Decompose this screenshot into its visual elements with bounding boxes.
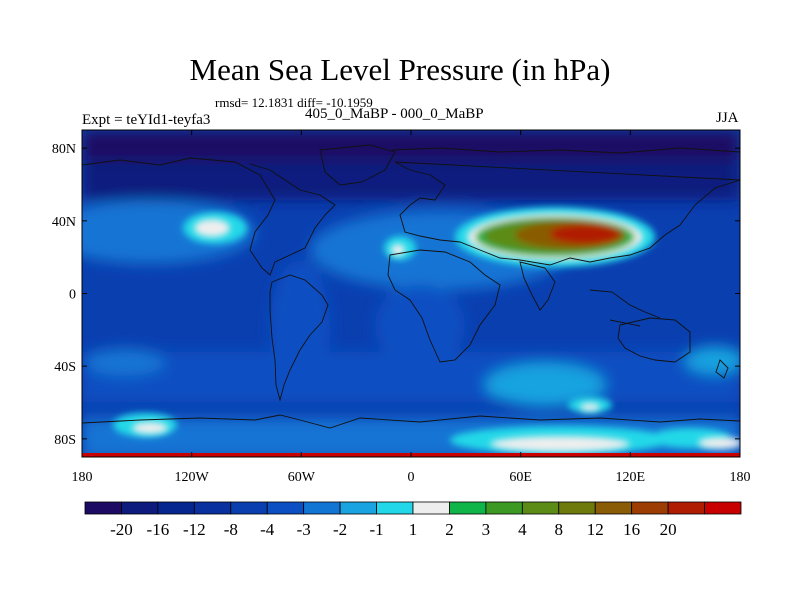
colorbar-label: -8 xyxy=(224,520,238,539)
asian-high-peak xyxy=(550,224,620,244)
colorbar: -20 -16 -12 -8 -4 -3 -2 -1 1 2 3 4 8 12 16 20 xyxy=(84,501,742,539)
southern-core xyxy=(580,403,600,411)
colorbar-swatch xyxy=(412,501,450,515)
india-outline xyxy=(519,261,556,311)
colorbar-swatch xyxy=(266,501,305,515)
colorbar-label: 20 xyxy=(660,520,677,539)
antarctic-core xyxy=(490,436,630,452)
colorbar-label: 2 xyxy=(445,520,454,539)
colorbar-label: 1 xyxy=(409,520,418,539)
south-pacific-band xyxy=(85,348,165,376)
x-tick-label: 180 xyxy=(730,470,751,485)
season-label: JJA xyxy=(716,110,739,126)
greenland-outline xyxy=(319,144,396,186)
y-tick-label: 40S xyxy=(54,360,76,375)
colorbar-swatch xyxy=(667,501,705,515)
period-label: 405_0_MaBP - 000_0_MaBP xyxy=(305,106,484,122)
colorbar-swatch xyxy=(339,501,377,515)
new-zealand-outline xyxy=(715,359,729,379)
colorbar-swatch xyxy=(704,501,742,515)
eurasia-outline xyxy=(391,147,740,266)
africa-patch xyxy=(375,285,465,365)
tasman-patch xyxy=(685,346,740,374)
colorbar-swatch xyxy=(558,501,596,515)
colorbar-swatch xyxy=(84,501,122,515)
x-tick-label: 120E xyxy=(616,470,646,485)
arctic-low-edge xyxy=(82,160,740,200)
colorbar-label: -16 xyxy=(147,520,170,539)
colorbar-swatch xyxy=(121,501,159,515)
x-tick-label: 180 xyxy=(72,470,93,485)
colorbar-label: 12 xyxy=(587,520,604,539)
antarctic-core-east xyxy=(698,437,740,449)
colorbar-swatch xyxy=(594,501,633,515)
x-tick-label: 0 xyxy=(408,470,415,485)
pacific-high-core xyxy=(194,219,230,237)
colorbar-swatch xyxy=(303,501,341,515)
south-america-outline xyxy=(269,274,329,402)
colorbar-label: 16 xyxy=(623,520,640,539)
y-tick-label: 80S xyxy=(54,433,76,448)
colorbar-label: -3 xyxy=(297,520,311,539)
africa-outline xyxy=(387,249,501,363)
x-tick-label: 120W xyxy=(175,470,210,485)
colorbar-swatch xyxy=(485,501,523,515)
south-pacific-core xyxy=(132,422,168,434)
colorbar-swatch xyxy=(157,501,195,515)
colorbar-swatch xyxy=(376,501,414,515)
y-tick-label: 0 xyxy=(69,288,76,303)
colorbar-label: 4 xyxy=(518,520,527,539)
y-tick-label: 80N xyxy=(52,142,76,157)
colorbar-label: -1 xyxy=(369,520,383,539)
x-tick-label: 60W xyxy=(288,470,316,485)
stats-label: rmsd= 12.1831 diff= -10.1959 xyxy=(215,95,373,110)
axis-ticks: 180 120W 60W 0 60E 120E 180 80N 40N 0 40S 80S xyxy=(52,130,751,485)
colorbar-swatch xyxy=(230,501,268,515)
indonesia-outline xyxy=(589,289,661,327)
colorbar-label: -4 xyxy=(260,520,275,539)
colorbar-label: 3 xyxy=(482,520,491,539)
colorbar-swatch xyxy=(449,501,487,515)
colorbar-label: -2 xyxy=(333,520,347,539)
colorbar-label: -20 xyxy=(110,520,133,539)
experiment-label: Expt = teYId1-teyfa3 xyxy=(82,112,211,128)
x-tick-label: 60E xyxy=(509,470,532,485)
antarctica-outline xyxy=(82,414,740,429)
south-indian-patch xyxy=(485,363,605,407)
pressure-field xyxy=(82,130,740,457)
colorbar-label: 8 xyxy=(555,520,564,539)
australia-outline xyxy=(617,317,691,363)
colorbar-swatch xyxy=(521,501,560,515)
southern-band xyxy=(82,352,740,402)
chart-title: Mean Sea Level Pressure (in hPa) xyxy=(189,52,611,87)
y-tick-label: 40N xyxy=(52,215,76,230)
colorbar-swatch xyxy=(193,501,232,515)
colorbar-swatch xyxy=(631,501,669,515)
colorbar-label: -12 xyxy=(183,520,206,539)
north-america-outline xyxy=(82,157,336,276)
coastlines xyxy=(82,144,740,429)
